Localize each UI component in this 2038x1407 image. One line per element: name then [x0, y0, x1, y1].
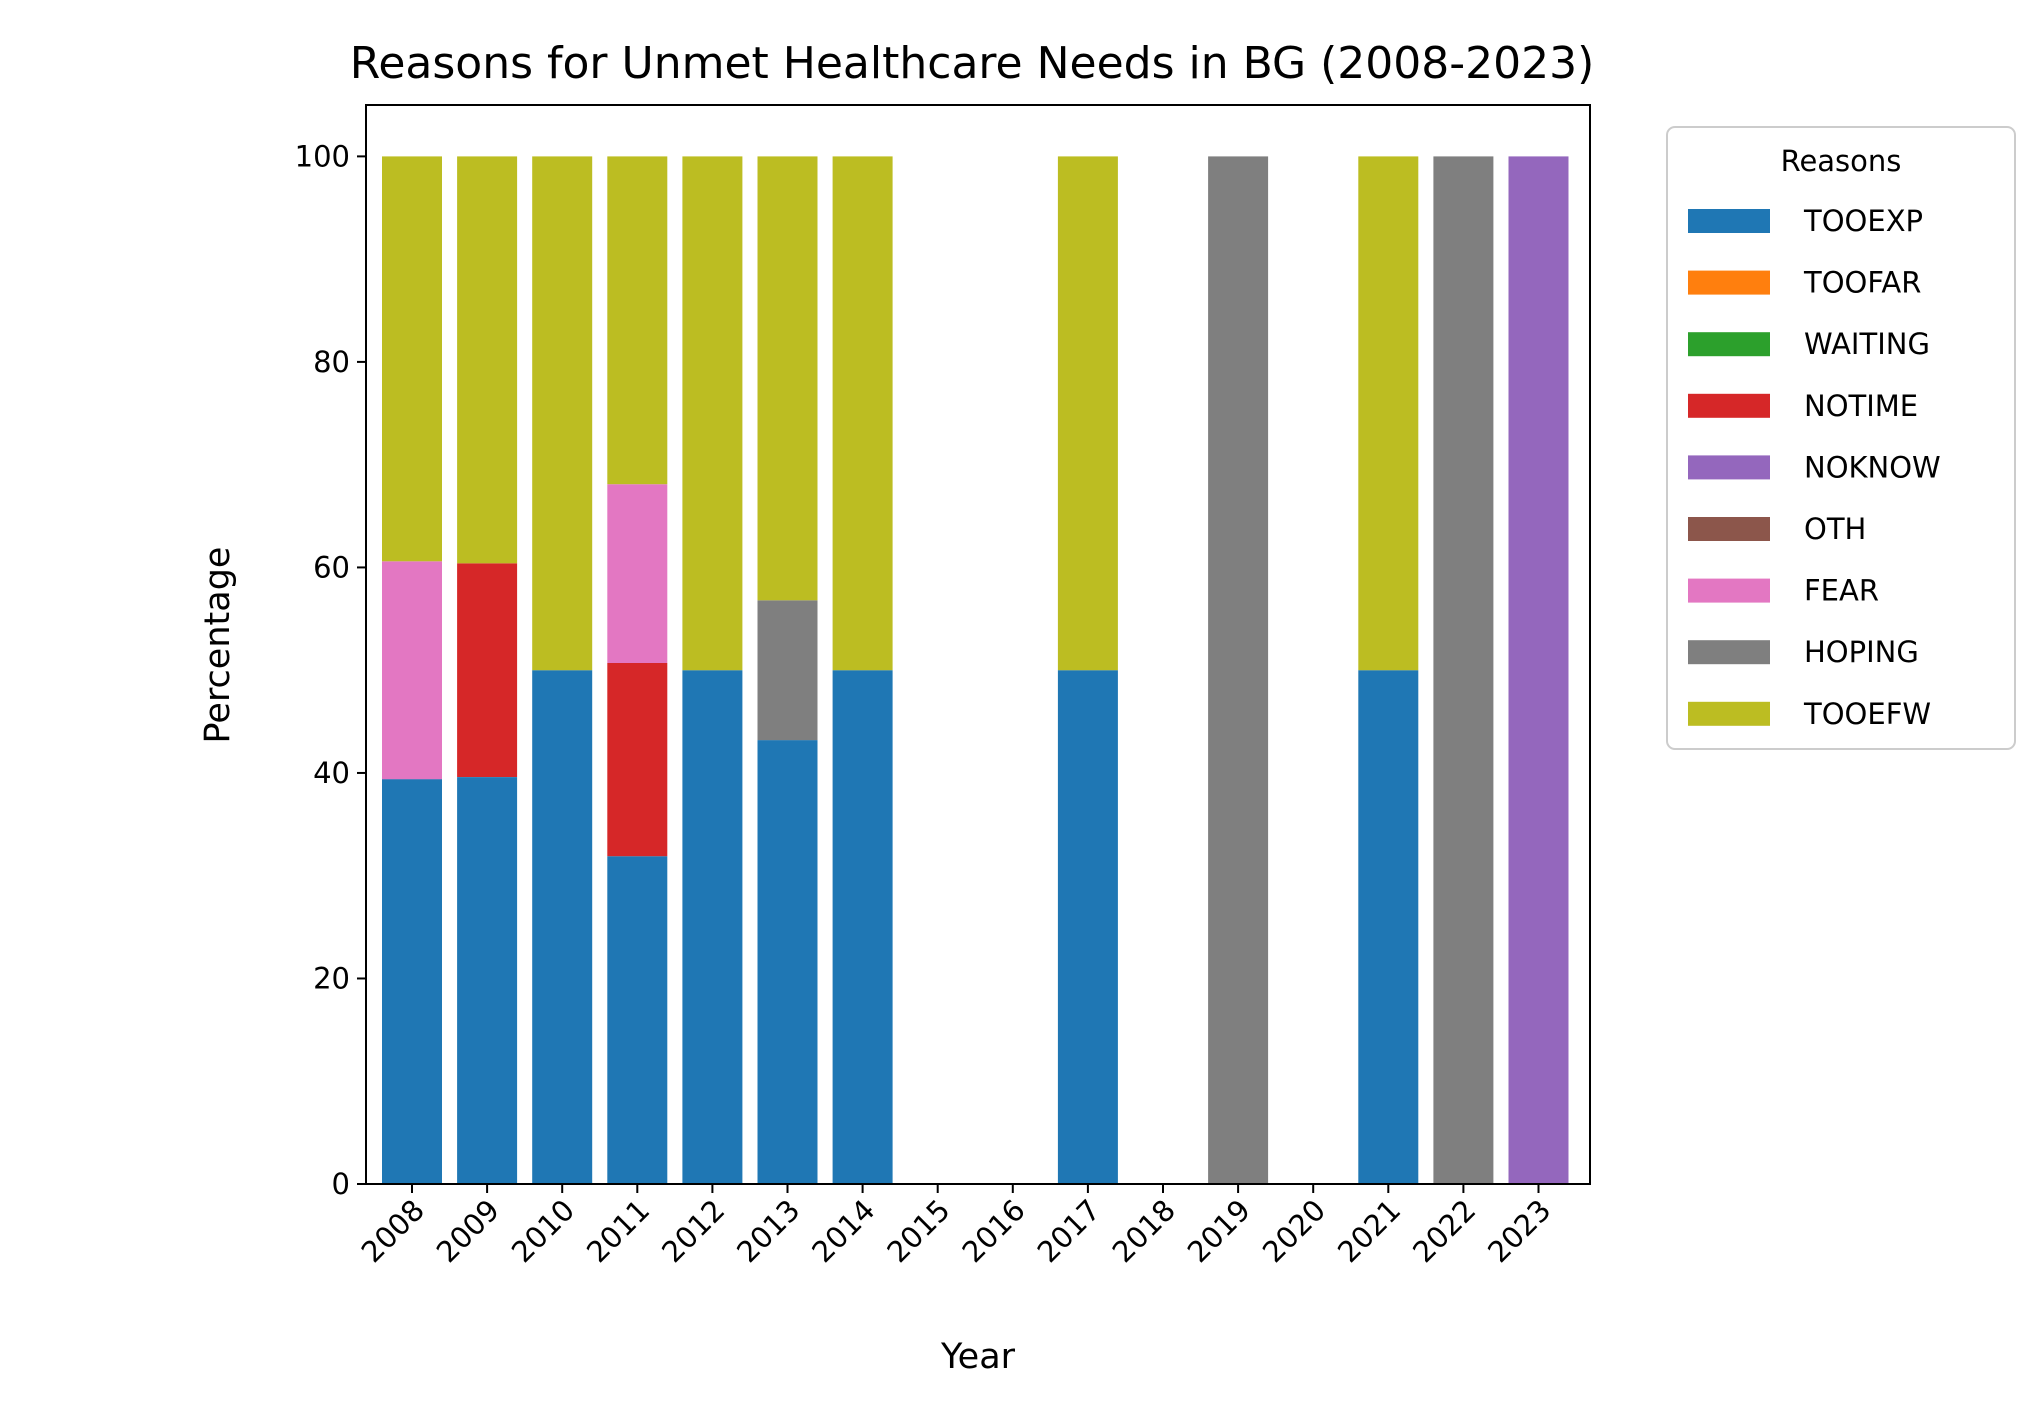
bar-segment-tooefw-2009	[457, 156, 518, 564]
bar-segment-tooexp-2012	[682, 670, 743, 1184]
legend-label-tooefw: TOOEFW	[1803, 697, 1931, 731]
bar-segment-tooexp-2013	[757, 740, 818, 1184]
legend-label-hoping: HOPING	[1804, 635, 1919, 669]
bar-segment-tooexp-2010	[532, 670, 593, 1184]
bar-segment-tooefw-2012	[682, 156, 743, 671]
legend-title: Reasons	[1781, 144, 1902, 178]
bar-segment-notime-2011	[607, 663, 668, 857]
bar-segment-tooexp-2008	[382, 779, 442, 1184]
bar-segment-hoping-2022	[1433, 156, 1494, 1184]
bar-segment-hoping-2013	[757, 600, 818, 741]
bar-segment-tooefw-2017	[1057, 156, 1118, 671]
legend-label-fear: FEAR	[1804, 574, 1879, 608]
bar-segment-tooexp-2021	[1358, 670, 1419, 1184]
legend: Reasons TOOEXP TOOFAR WAITING NOTIME NOKNOW O…	[1666, 126, 2016, 750]
y-tick-label: 0	[332, 1167, 350, 1201]
legend-swatch-oth	[1688, 517, 1770, 541]
legend-swatch-tooefw	[1688, 701, 1770, 726]
legend-label-tooexp: TOOEXP	[1803, 204, 1923, 238]
bar-segment-tooexp-2011	[607, 856, 668, 1184]
legend-label-notime: NOTIME	[1804, 389, 1918, 423]
bar-segment-hoping-2019	[1208, 156, 1269, 1184]
y-axis-label: Percentage	[198, 547, 238, 744]
bar-segment-fear-2008	[382, 561, 442, 780]
bar-segment-tooefw-2014	[832, 156, 893, 671]
y-tick-label: 40	[313, 756, 350, 790]
legend-swatch-waiting	[1688, 332, 1770, 357]
bar-segment-tooefw-2010	[532, 156, 593, 671]
legend-label-noknow: NOKNOW	[1804, 450, 1941, 484]
y-tick-label: 100	[295, 139, 350, 173]
bar-segment-tooefw-2021	[1358, 156, 1419, 671]
y-tick-label: 80	[313, 345, 350, 379]
x-axis-label: Year	[940, 1337, 1016, 1377]
chart-title: Reasons for Unmet Healthcare Needs in BG…	[350, 38, 1594, 89]
bar-segment-tooefw-2011	[607, 156, 668, 485]
bar-segment-noknow-2023	[1508, 156, 1569, 1184]
legend-swatch-toofar	[1688, 270, 1770, 295]
plot-frame	[365, 104, 1591, 1185]
bar-segment-notime-2009	[457, 563, 518, 777]
legend-label-waiting: WAITING	[1804, 327, 1930, 361]
bars-layer	[382, 156, 1569, 1184]
bar-segment-tooexp-2014	[832, 670, 893, 1184]
legend-swatch-notime	[1688, 393, 1770, 418]
y-tick-label: 20	[313, 961, 350, 995]
bar-segment-tooexp-2017	[1057, 670, 1118, 1184]
legend-label-oth: OTH	[1804, 512, 1866, 546]
bar-segment-tooefw-2008	[382, 156, 442, 562]
legend-swatch-noknow	[1688, 455, 1770, 480]
legend-label-toofar: TOOFAR	[1803, 266, 1921, 300]
legend-swatch-hoping	[1688, 640, 1770, 665]
legend-swatch-fear	[1688, 578, 1770, 603]
bar-segment-tooefw-2013	[757, 156, 818, 601]
legend-swatch-tooexp	[1688, 209, 1770, 233]
bar-segment-fear-2011	[607, 484, 668, 663]
bar-segment-tooexp-2009	[457, 777, 518, 1184]
y-axis: 0 20 40 60 80 100	[295, 139, 366, 1201]
y-tick-label: 60	[313, 550, 350, 584]
